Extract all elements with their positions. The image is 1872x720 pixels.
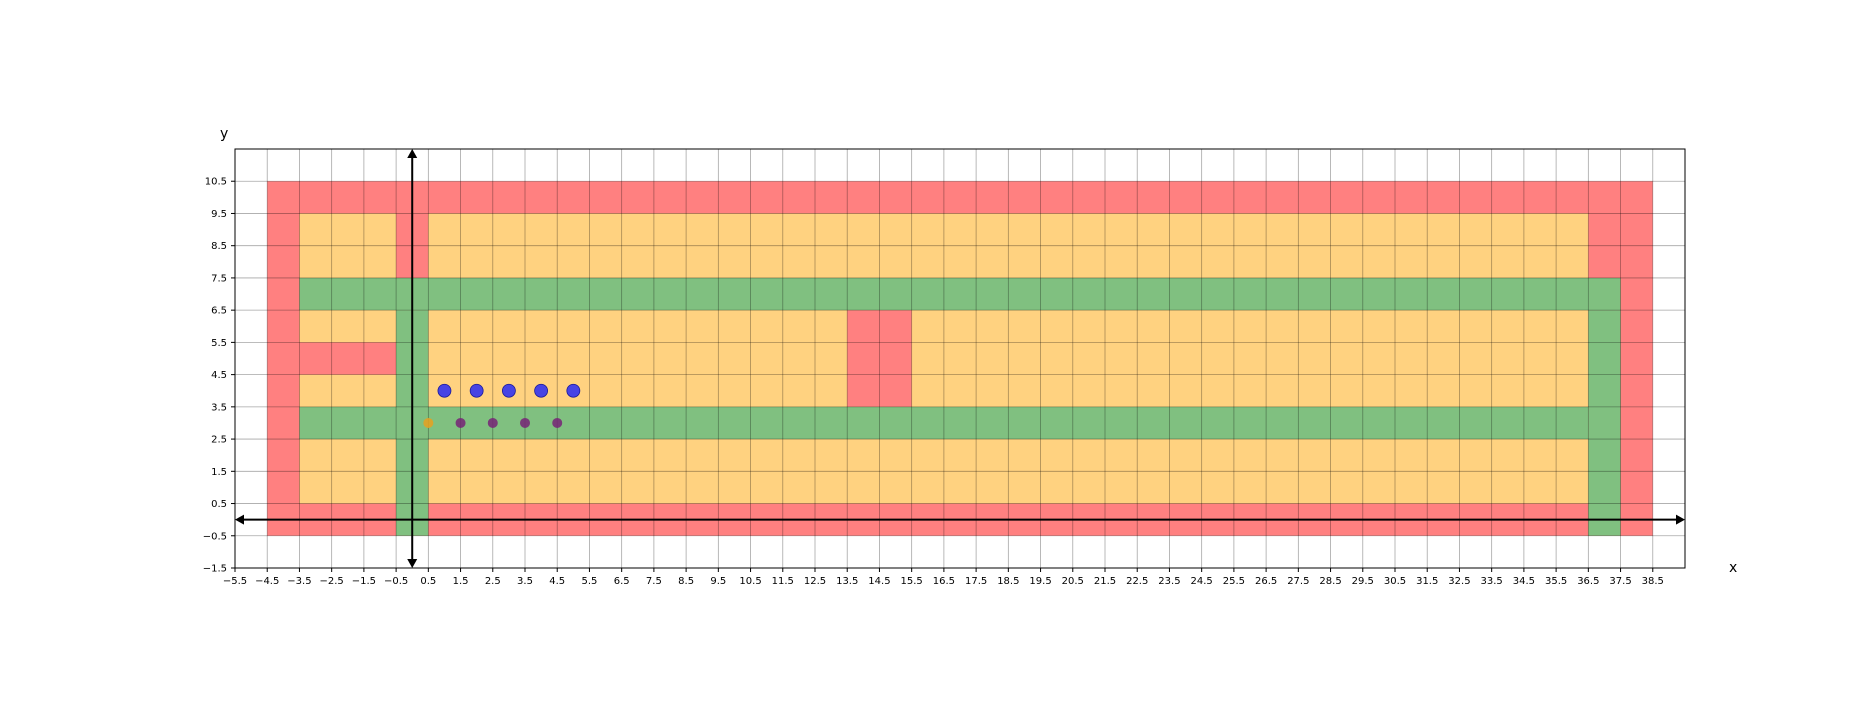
region-wall: [299, 342, 397, 375]
agent-point: [437, 383, 452, 398]
x-tick-label: 30.5: [1384, 576, 1406, 587]
x-tick-label: 21.5: [1094, 576, 1116, 587]
x-tick-label: −1.5: [352, 576, 376, 587]
y-tick-label: 10.5: [205, 177, 227, 188]
x-tick-label: 6.5: [614, 576, 630, 587]
y-tick-label: 3.5: [211, 402, 227, 413]
axis-ticks: −5.5 −4.5 −3.5 −2.5 −1.5 −0.5 0.5 1.5 2.5 3.5 4.5 5…: [203, 177, 1664, 587]
region-road: [1588, 310, 1621, 536]
y-tick-label: 6.5: [211, 306, 227, 317]
x-tick-label: 25.5: [1223, 576, 1245, 587]
x-tick-label: 18.5: [997, 576, 1019, 587]
x-tick-label: 5.5: [581, 576, 597, 587]
y-tick-label: 1.5: [211, 467, 227, 478]
x-tick-label: 33.5: [1481, 576, 1503, 587]
y-axis-label: y: [220, 126, 228, 142]
coordinate-axes: [235, 149, 1685, 568]
y-tick-label: 9.5: [211, 209, 227, 220]
y-tick-label: 0.5: [211, 499, 227, 510]
y-tick-label: 4.5: [211, 370, 227, 381]
y-axis-arrow-down: [407, 559, 418, 568]
y-tick-label: −0.5: [203, 531, 227, 542]
x-tick-label: −0.5: [384, 576, 408, 587]
region-wall: [847, 310, 912, 407]
x-tick-label: 1.5: [453, 576, 469, 587]
x-tick-label: 36.5: [1577, 576, 1599, 587]
x-tick-label: 29.5: [1352, 576, 1374, 587]
x-tick-label: 17.5: [965, 576, 987, 587]
x-tick-label: 32.5: [1448, 576, 1470, 587]
x-tick-label: 37.5: [1609, 576, 1631, 587]
x-tick-label: 2.5: [485, 576, 501, 587]
x-tick-label: 9.5: [710, 576, 726, 587]
agent-point: [566, 383, 581, 398]
x-tick-label: 7.5: [646, 576, 662, 587]
x-axis-label: x: [1729, 560, 1737, 576]
x-tick-label: −4.5: [255, 576, 279, 587]
x-tick-label: 15.5: [901, 576, 923, 587]
x-tick-label: 27.5: [1287, 576, 1309, 587]
x-tick-label: 14.5: [868, 576, 890, 587]
region-free: [299, 213, 1589, 504]
x-tick-label: 35.5: [1545, 576, 1567, 587]
y-tick-label: −1.5: [203, 564, 227, 575]
agent-point: [501, 383, 516, 398]
x-tick-label: 12.5: [804, 576, 826, 587]
x-tick-label: −2.5: [320, 576, 344, 587]
y-tick-label: 8.5: [211, 241, 227, 252]
target-point: [487, 417, 498, 428]
y-tick-label: 5.5: [211, 338, 227, 349]
x-tick-label: 31.5: [1416, 576, 1438, 587]
x-axis-arrow-right: [1676, 514, 1685, 525]
x-tick-label: 4.5: [549, 576, 565, 587]
grid-lines: [234, 149, 1685, 569]
x-tick-label: 16.5: [933, 576, 955, 587]
agent-point: [469, 383, 484, 398]
y-tick-label: 7.5: [211, 273, 227, 284]
x-tick-label: 20.5: [1062, 576, 1084, 587]
data-points: [423, 383, 581, 428]
x-tick-label: 13.5: [836, 576, 858, 587]
x-axis-arrow-left: [235, 514, 244, 525]
x-tick-label: 26.5: [1255, 576, 1277, 587]
x-tick-label: 28.5: [1319, 576, 1341, 587]
origin-point: [423, 417, 434, 428]
target-point: [455, 417, 466, 428]
plot-frame: [234, 148, 1686, 569]
target-point: [552, 417, 563, 428]
map-regions: [267, 181, 1653, 536]
x-tick-label: 19.5: [1029, 576, 1051, 587]
y-tick-label: 2.5: [211, 435, 227, 446]
x-tick-label: 34.5: [1513, 576, 1535, 587]
region-road: [299, 406, 1589, 440]
agent-point: [534, 383, 549, 398]
x-tick-label: 11.5: [772, 576, 794, 587]
x-tick-label: 0.5: [420, 576, 436, 587]
x-tick-label: 38.5: [1642, 576, 1664, 587]
target-point: [520, 417, 530, 428]
region-road: [299, 277, 1621, 311]
x-tick-label: 22.5: [1126, 576, 1148, 587]
x-tick-label: 10.5: [739, 576, 761, 587]
x-tick-label: 24.5: [1191, 576, 1213, 587]
x-tick-label: −5.5: [223, 576, 247, 587]
x-tick-label: 8.5: [678, 576, 694, 587]
x-tick-label: 3.5: [517, 576, 533, 587]
y-axis-arrow-up: [407, 149, 418, 158]
x-tick-label: 23.5: [1158, 576, 1180, 587]
x-tick-label: −3.5: [287, 576, 311, 587]
